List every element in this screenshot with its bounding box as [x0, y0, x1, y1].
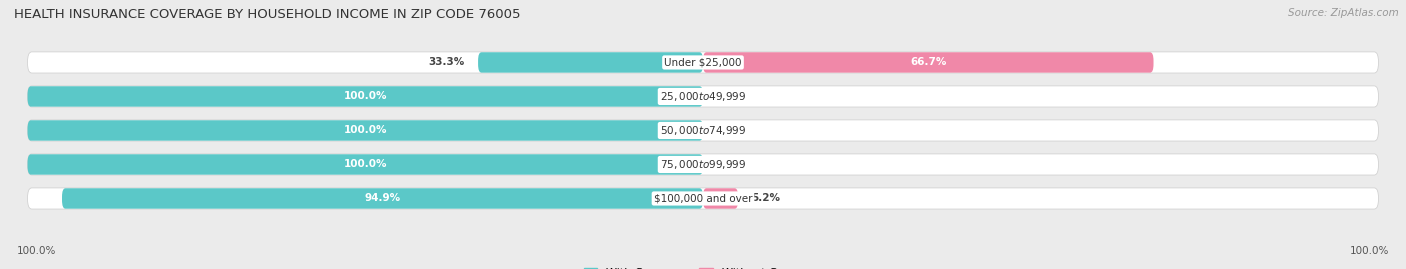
FancyBboxPatch shape	[28, 154, 1378, 175]
FancyBboxPatch shape	[478, 52, 703, 73]
FancyBboxPatch shape	[28, 154, 703, 175]
Legend: With Coverage, Without Coverage: With Coverage, Without Coverage	[583, 268, 823, 269]
Text: 100.0%: 100.0%	[1350, 246, 1389, 256]
FancyBboxPatch shape	[28, 120, 1378, 141]
FancyBboxPatch shape	[28, 86, 703, 107]
FancyBboxPatch shape	[703, 188, 738, 209]
FancyBboxPatch shape	[28, 52, 1378, 73]
Text: 100.0%: 100.0%	[343, 91, 387, 101]
Text: Source: ZipAtlas.com: Source: ZipAtlas.com	[1288, 8, 1399, 18]
Text: $25,000 to $49,999: $25,000 to $49,999	[659, 90, 747, 103]
Text: HEALTH INSURANCE COVERAGE BY HOUSEHOLD INCOME IN ZIP CODE 76005: HEALTH INSURANCE COVERAGE BY HOUSEHOLD I…	[14, 8, 520, 21]
FancyBboxPatch shape	[28, 188, 1378, 209]
Text: $75,000 to $99,999: $75,000 to $99,999	[659, 158, 747, 171]
Text: $50,000 to $74,999: $50,000 to $74,999	[659, 124, 747, 137]
Text: 100.0%: 100.0%	[343, 160, 387, 169]
Text: Under $25,000: Under $25,000	[664, 58, 742, 68]
Text: $100,000 and over: $100,000 and over	[654, 193, 752, 203]
FancyBboxPatch shape	[703, 52, 1153, 73]
FancyBboxPatch shape	[28, 120, 703, 141]
Text: 100.0%: 100.0%	[17, 246, 56, 256]
FancyBboxPatch shape	[62, 188, 703, 209]
Text: 33.3%: 33.3%	[429, 58, 464, 68]
Text: 100.0%: 100.0%	[343, 125, 387, 136]
FancyBboxPatch shape	[28, 86, 1378, 107]
Text: 66.7%: 66.7%	[910, 58, 946, 68]
Text: 94.9%: 94.9%	[364, 193, 401, 203]
Text: 5.2%: 5.2%	[752, 193, 780, 203]
